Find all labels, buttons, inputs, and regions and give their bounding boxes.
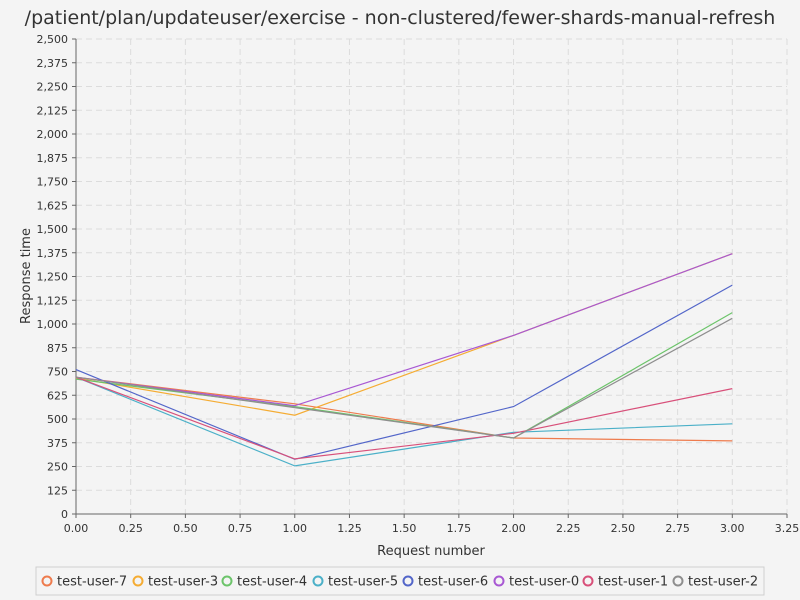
x-tick-label: 0.00 (64, 522, 89, 535)
series-line-test-user-0 (75, 253, 733, 407)
x-tick-label: 1.50 (392, 522, 417, 535)
x-axis-title: Request number (377, 544, 485, 559)
legend-marker (312, 575, 324, 587)
y-tick-label: 2,500 (37, 33, 69, 46)
x-tick-label: 0.25 (118, 522, 143, 535)
y-tick-label: 1,000 (37, 318, 69, 331)
legend-marker (132, 575, 144, 587)
x-tick-label: 0.50 (173, 522, 198, 535)
y-axis-ticks: 0 125 250 375 500 625 750 875 1,000 1,125 1,250 1,3… (37, 33, 76, 521)
y-tick-label: 1,375 (37, 247, 69, 260)
legend-label: test-user-0 (509, 575, 579, 590)
series-line-test-user-7 (75, 376, 733, 442)
legend-item-test-user-5: test-user-5 (312, 575, 398, 590)
y-tick-label: 1,125 (37, 294, 69, 307)
legend-item-test-user-4: test-user-4 (221, 575, 307, 590)
legend-marker (402, 575, 414, 587)
legend: test-user-7 test-user-3 test-user-4 test-us… (35, 566, 765, 596)
series-line-test-user-5 (75, 376, 733, 467)
y-tick-label: 2,375 (37, 57, 69, 70)
y-tick-label: 2,125 (37, 104, 69, 117)
legend-item-test-user-0: test-user-0 (493, 575, 579, 590)
legend-label: test-user-3 (148, 575, 218, 590)
y-tick-label: 1,250 (37, 271, 69, 284)
x-axis-ticks: 0.00 0.25 0.50 0.75 1.00 1.25 1.50 1.75 2.00 2.25… (64, 514, 800, 535)
legend-item-test-user-1: test-user-1 (582, 575, 668, 590)
legend-item-test-user-3: test-user-3 (132, 575, 218, 590)
y-tick-label: 750 (47, 366, 68, 379)
y-tick-label: 2,250 (37, 81, 69, 94)
legend-label: test-user-6 (418, 575, 488, 590)
legend-label: test-user-5 (328, 575, 398, 590)
y-tick-label: 1,625 (37, 199, 69, 212)
series-line-test-user-1 (75, 376, 733, 460)
x-tick-label: 3.25 (775, 522, 800, 535)
legend-marker (493, 575, 505, 587)
y-tick-label: 0 (61, 508, 68, 521)
y-tick-label: 125 (47, 484, 68, 497)
y-tick-label: 875 (47, 342, 68, 355)
x-tick-label: 2.25 (556, 522, 581, 535)
legend-label: test-user-2 (688, 575, 758, 590)
y-tick-label: 250 (47, 461, 68, 474)
legend-marker (582, 575, 594, 587)
y-tick-label: 1,875 (37, 152, 69, 165)
y-tick-label: 500 (47, 413, 68, 426)
legend-label: test-user-4 (237, 575, 307, 590)
legend-item-test-user-7: test-user-7 (41, 575, 127, 590)
legend-box (35, 566, 765, 596)
y-tick-label: 1,750 (37, 176, 69, 189)
y-tick-label: 375 (47, 437, 68, 450)
x-tick-label: 2.50 (611, 522, 636, 535)
legend-label: test-user-7 (57, 575, 127, 590)
legend-marker (221, 575, 233, 587)
x-tick-label: 0.75 (228, 522, 253, 535)
legend-item-test-user-2: test-user-2 (672, 575, 758, 590)
legend-label: test-user-1 (598, 575, 668, 590)
x-tick-label: 1.25 (337, 522, 362, 535)
chart-title: /patient/plan/updateuser/exercise - non-… (25, 7, 776, 29)
series-line-test-user-6 (75, 284, 733, 460)
x-tick-label: 1.75 (447, 522, 472, 535)
series-lines (75, 253, 733, 467)
legend-marker (41, 575, 53, 587)
y-tick-label: 2,000 (37, 128, 69, 141)
y-tick-label: 625 (47, 389, 68, 402)
legend-item-test-user-6: test-user-6 (402, 575, 488, 590)
x-tick-label: 2.00 (501, 522, 526, 535)
x-tick-label: 3.00 (720, 522, 745, 535)
legend-marker (672, 575, 684, 587)
y-tick-label: 1,500 (37, 223, 69, 236)
y-axis-title: Response time (19, 228, 34, 324)
x-tick-label: 1.00 (283, 522, 308, 535)
series-line-test-user-2 (75, 317, 733, 439)
x-tick-label: 2.75 (665, 522, 690, 535)
